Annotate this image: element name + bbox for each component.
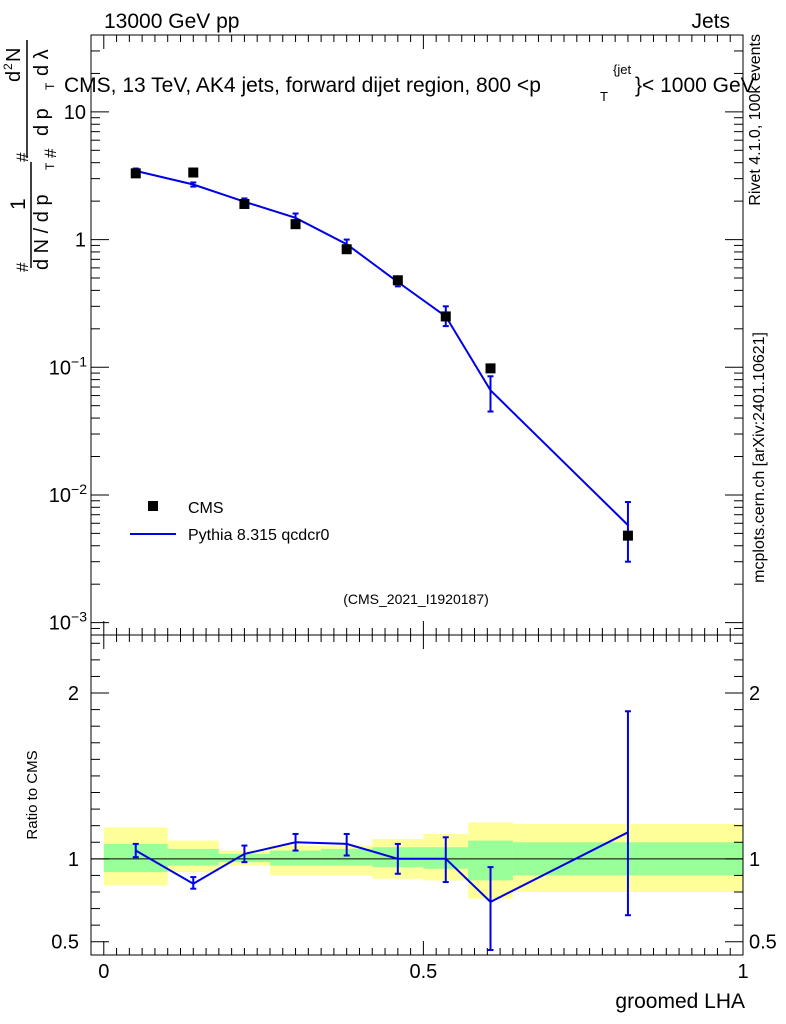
main-y-tick-label: 10−1 [49,353,87,379]
main-title-text: CMS, 13 TeV, AK4 jets, forward dijet reg… [64,74,541,97]
ratio-panel-frame [90,634,744,956]
y-label-dlambda: d λ [31,49,53,76]
ratio-panel: 0.5 0.51 12 20 0.5 1 [51,634,777,983]
cms-data-point [485,363,496,374]
y-label-dn-dpt: d N / d p [31,194,53,270]
main-title-sub: T [600,89,608,104]
y-label-hash-1: # [13,262,32,272]
y-label-hash-2: # [13,152,32,162]
x-tick-label: 1 [737,961,748,983]
ratio-y-tick-label-left: 2 [68,683,79,705]
y-label-d: d [3,71,25,82]
ratio-green-band [321,848,373,866]
legend-cms-marker [148,501,158,511]
rivet-version-label: Rivet 4.1.0, 100k events [747,34,764,206]
cms-data-point [290,219,301,230]
legend-pythia-label: Pythia 8.315 qcdcr0 [188,527,330,544]
main-panel: 10−3 10−2 10−1 1 10 (CMS_2021_I1920187) [49,34,744,636]
main-y-tick-label: 10 [64,102,86,124]
mcplots-reference-label: mcplots.cern.ch [arXiv:2401.10621] [751,332,768,583]
main-title: CMS, 13 TeV, AK4 jets, forward dijet reg… [64,62,755,104]
ratio-green-band [167,848,219,866]
ratio-y-tick-label-left: 1 [68,849,79,871]
ratio-y-tick-label-right: 1 [749,849,760,871]
x-tick-label: 0.5 [409,961,437,983]
cms-data-point [130,168,141,179]
y-label-sub-t-2: T [43,82,57,90]
cms-data-point [188,167,199,178]
y-label-sub-t-1: T [43,162,57,170]
cms-data-point [392,275,403,286]
main-panel-series [130,167,633,563]
main-panel-frame [90,34,744,636]
ratio-line [135,831,629,904]
main-title-post: }< 1000 GeV [635,74,755,97]
ratio-bands [91,822,743,899]
main-panel-ticks: 10−3 10−2 10−1 1 10 [49,34,744,636]
ratio-green-band [269,850,322,866]
legend: CMS Pythia 8.315 qcdcr0 [130,500,330,544]
ratio-y-tick-label-right: 0.5 [749,932,777,954]
mc-line [135,169,629,526]
header-jets-label: Jets [691,10,730,33]
y-label-hash-3: # [41,148,60,158]
y-label-exp-2: 2 [1,63,15,70]
y-label-dpt: d p [31,108,53,136]
cms-data-point [622,530,633,541]
main-y-tick-label: 10−3 [49,609,87,635]
cms-data-point [440,311,451,322]
cms-data-point [341,244,352,255]
header-energy-label: 13000 GeV pp [104,10,239,33]
main-y-tick-label: 10−2 [49,481,87,507]
main-y-axis-label: # 1 d N / d p T # d 2 N # d p T d λ [1,40,60,272]
ratio-y-tick-label-left: 0.5 [51,932,79,954]
ratio-panel-ticks: 0.5 0.51 12 20 0.5 1 [51,635,777,983]
ratio-y-tick-label-right: 2 [749,683,760,705]
main-y-tick-label: 1 [75,230,86,252]
watermark-label: (CMS_2021_I1920187) [343,591,489,607]
ratio-series [132,710,631,952]
legend-cms-label: CMS [188,500,224,517]
x-tick-label: 0 [98,961,109,983]
cms-data-point [239,198,250,209]
ratio-y-axis-label: Ratio to CMS [24,750,41,839]
y-label-one: 1 [7,198,30,210]
y-label-n: N [3,48,25,62]
x-axis-label: groomed LHA [615,990,745,1013]
main-title-sup: {jet [613,62,631,77]
